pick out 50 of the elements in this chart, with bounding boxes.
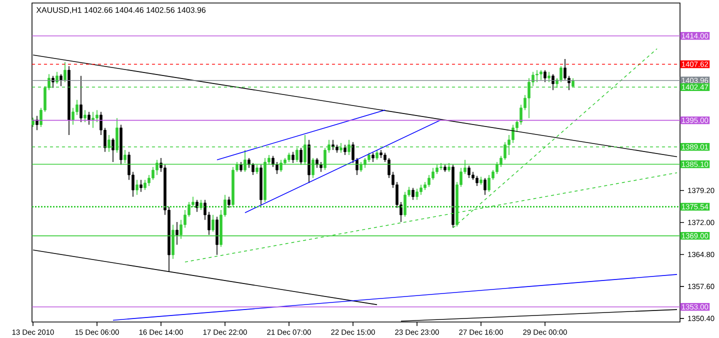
candlestick [544,70,546,82]
candlestick [416,188,418,200]
candlestick [252,162,254,176]
candlestick [552,74,554,90]
candlestick [96,110,98,122]
candlestick [92,111,94,128]
candlestick [36,115,38,130]
candlestick [564,58,566,80]
candlestick [248,158,250,168]
candlestick [176,222,178,246]
candlestick [300,147,302,166]
candlestick [320,162,322,172]
candlestick [536,70,538,82]
candlestick [428,174,430,188]
candlestick [152,166,154,180]
candlestick [560,66,562,82]
candlestick [548,71,550,82]
candlestick [376,150,378,160]
candlestick [140,179,142,192]
candlestick [88,111,90,126]
candlestick [196,199,198,212]
candlestick [212,214,214,232]
candlestick [288,152,290,162]
candlestick [540,70,542,80]
candlestick [72,107,74,126]
candlestick [316,158,318,168]
candlestick [276,162,278,174]
candlestick [372,152,374,162]
candlestick [32,117,34,128]
candlestick [368,152,370,162]
candlestick [64,62,66,82]
candlestick [344,144,346,156]
candlestick [84,110,86,122]
candlestick [292,151,294,164]
candlestick [412,187,414,200]
candlestick [136,179,138,196]
candlestick [60,74,62,86]
candlestick [468,165,470,178]
candlestick [80,75,82,122]
candlestick [272,155,274,168]
candlestick [332,139,334,150]
candlestick [512,124,514,144]
candlestick [484,178,486,196]
candlestick [420,184,422,196]
candlestick [476,175,478,186]
candlestick [488,174,490,192]
candlestick [240,162,242,172]
candlestick [112,138,114,162]
candlestick [228,196,230,208]
candlestick [144,179,146,190]
